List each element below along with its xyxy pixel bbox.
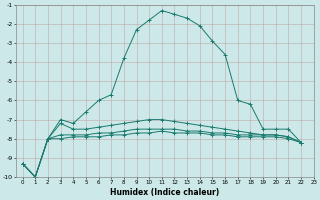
X-axis label: Humidex (Indice chaleur): Humidex (Indice chaleur): [110, 188, 220, 197]
